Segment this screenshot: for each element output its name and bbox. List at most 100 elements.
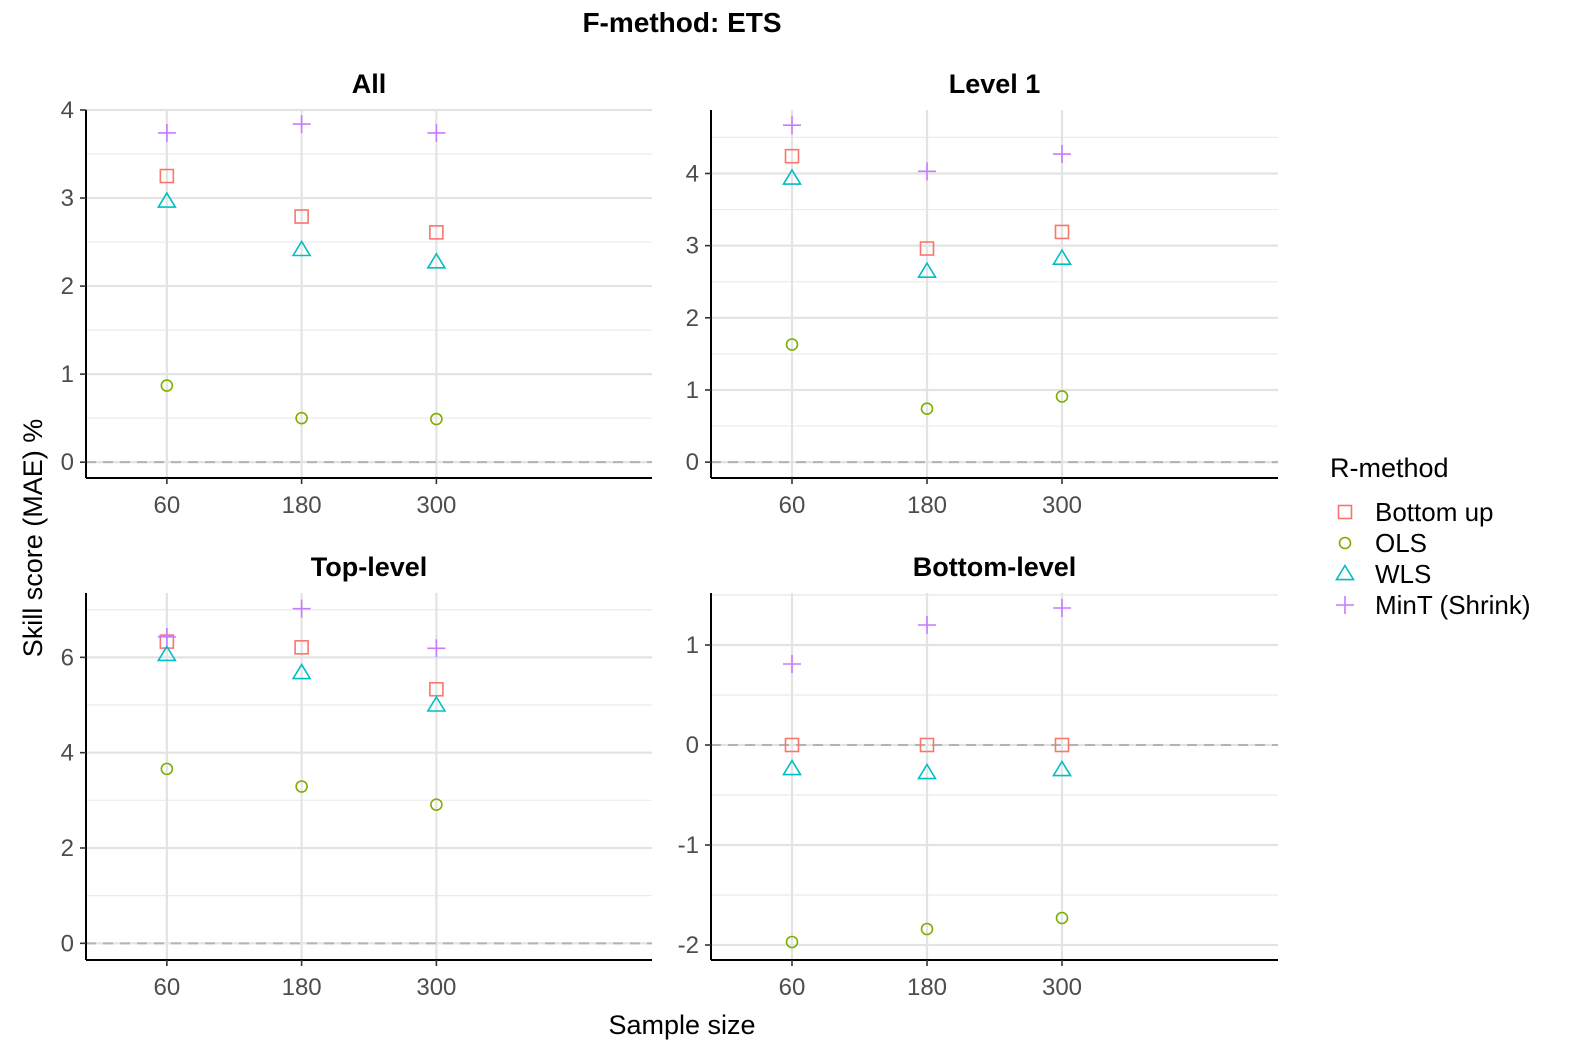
x-tick-label: 60 [779, 492, 806, 519]
panel-title: All [352, 69, 387, 99]
legend-label: OLS [1375, 528, 1427, 558]
panel-title: Level 1 [949, 69, 1041, 99]
x-tick-label: 300 [1042, 492, 1082, 519]
point-ols [295, 780, 308, 793]
y-tick-label: 0 [686, 449, 699, 476]
point-bottom-up [1054, 737, 1070, 753]
point-wls [291, 239, 312, 257]
panel-title: Bottom-level [913, 552, 1077, 582]
point-bottom-up [294, 640, 309, 655]
y-tick-label: 1 [686, 377, 699, 404]
y-tick-label: 0 [686, 732, 699, 759]
x-tick-label: 180 [907, 492, 947, 519]
panel-top-level: 0 2 4 6 60 180 300 Top-level [61, 552, 652, 1001]
x-tick-label: 300 [416, 974, 456, 1001]
point-wls [917, 762, 937, 780]
point-bottom-up [294, 209, 309, 224]
point-wls [917, 261, 937, 278]
point-bottom-up [784, 148, 800, 164]
point-mint-shrink- [783, 655, 801, 673]
x-tick-label: 180 [282, 974, 322, 1001]
point-ols [785, 338, 799, 351]
panel-level-1: 0 1 2 3 4 60 180 300 Level 1 [686, 69, 1278, 519]
y-tick-label: 1 [686, 632, 699, 659]
point-ols [160, 379, 174, 392]
point-bottom-up [1054, 224, 1070, 240]
point-mint-shrink- [157, 627, 176, 646]
point-ols [430, 798, 443, 811]
legend-item: MinT (Shrink) [1336, 590, 1531, 620]
x-axis-label: Sample size [608, 1010, 755, 1040]
legend-label: WLS [1375, 559, 1431, 589]
point-wls [782, 168, 802, 185]
point-ols [1055, 911, 1069, 925]
point-wls [291, 663, 312, 680]
y-tick-label: 4 [61, 97, 74, 124]
point-mint-shrink- [918, 162, 936, 181]
point-wls [1052, 759, 1072, 777]
x-tick-label: 180 [282, 492, 322, 519]
y-tick-label: 0 [61, 449, 74, 476]
panel-bottom-level: -2 -1 0 1 60 180 300 Bottom-level [678, 552, 1278, 1001]
y-tick-label: 0 [61, 930, 74, 957]
point-ols [430, 412, 443, 426]
x-tick-label: 60 [154, 974, 181, 1001]
point-ols [295, 411, 308, 425]
point-wls [156, 644, 177, 662]
point-wls [1052, 248, 1072, 265]
legend-key-plus [1336, 596, 1354, 614]
legend-item: WLS [1335, 559, 1431, 589]
legend-title: R-method [1330, 453, 1449, 483]
y-tick-label: 2 [61, 273, 74, 300]
y-tick-label: -1 [678, 832, 699, 859]
point-wls [782, 758, 802, 776]
point-wls [156, 191, 177, 208]
point-ols [920, 402, 934, 416]
point-bottom-up [429, 225, 444, 240]
point-mint-shrink- [1053, 145, 1071, 164]
point-mint-shrink- [292, 115, 311, 134]
y-tick-label: 3 [686, 233, 699, 260]
y-tick-label: 1 [61, 361, 74, 388]
point-bottom-up [159, 168, 175, 184]
x-tick-label: 60 [154, 492, 181, 519]
legend-key-circle [1338, 536, 1352, 550]
point-ols [1055, 390, 1069, 403]
point-ols [920, 922, 934, 936]
point-mint-shrink- [427, 123, 446, 142]
point-wls [426, 695, 447, 712]
point-mint-shrink- [157, 123, 176, 142]
y-tick-label: 4 [61, 740, 74, 767]
point-ols [160, 762, 174, 776]
point-mint-shrink- [783, 116, 801, 135]
y-tick-label: 2 [61, 835, 74, 862]
x-tick-label: 300 [416, 492, 456, 519]
point-mint-shrink- [1053, 599, 1071, 617]
y-tick-label: 2 [686, 305, 699, 332]
y-tick-label: -2 [678, 932, 699, 959]
y-axis-label: Skill score (MAE) % [18, 419, 48, 658]
legend-label: MinT (Shrink) [1375, 590, 1531, 620]
point-bottom-up [919, 241, 935, 256]
y-tick-label: 6 [61, 644, 74, 671]
panel-all: 0 1 2 3 4 60 180 300 All [61, 69, 652, 519]
point-bottom-up [784, 737, 800, 753]
legend-key-triangle [1335, 563, 1355, 581]
legend-key-square [1337, 504, 1353, 520]
x-tick-label: 60 [779, 974, 806, 1001]
point-mint-shrink- [292, 599, 311, 618]
point-bottom-up [919, 737, 935, 753]
legend-item: OLS [1338, 528, 1427, 558]
point-mint-shrink- [918, 616, 936, 634]
y-tick-label: 3 [61, 185, 74, 212]
panel-title: Top-level [311, 552, 428, 582]
y-tick-label: 4 [686, 160, 699, 187]
point-ols [785, 935, 799, 949]
legend-item: Bottom up [1337, 497, 1494, 527]
point-wls [426, 252, 447, 269]
chart-title: F-method: ETS [582, 7, 781, 38]
point-mint-shrink- [427, 639, 446, 658]
